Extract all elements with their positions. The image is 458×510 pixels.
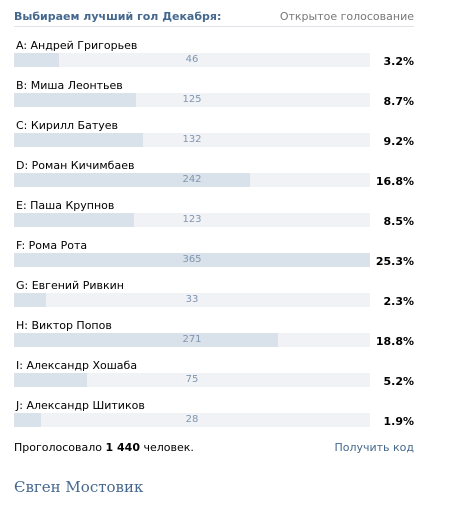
poll-header: Выбираем лучший гол Декабря: Открытое го… — [14, 0, 414, 27]
vote-bar[interactable]: 271 — [14, 333, 370, 347]
vote-bar[interactable]: 365 — [14, 253, 370, 267]
vote-count: 125 — [182, 94, 202, 105]
vote-percent: 8.5% — [383, 215, 414, 228]
total-voters: Проголосовало 1 440 человек. — [14, 441, 194, 454]
option-label: B: Миша Леонтьев — [16, 79, 123, 92]
vote-bar[interactable]: 33 — [14, 293, 370, 307]
poll-option[interactable]: I: Александр Хошаба 75 5.2% — [14, 359, 414, 399]
poll-widget: Выбираем лучший гол Декабря: Открытое го… — [14, 0, 414, 461]
vote-bar-fill — [14, 53, 59, 67]
vote-bar[interactable]: 132 — [14, 133, 370, 147]
option-label: C: Кирилл Батуев — [16, 119, 118, 132]
vote-bar-fill — [14, 173, 251, 187]
vote-percent: 3.2% — [383, 55, 414, 68]
vote-count: 242 — [182, 174, 202, 185]
option-label: A: Андрей Григорьев — [16, 39, 138, 52]
poll-title: Выбираем лучший гол Декабря: — [14, 10, 222, 23]
vote-bar[interactable]: 125 — [14, 93, 370, 107]
poll-option[interactable]: D: Роман Кичимбаев 242 16.8% — [14, 159, 414, 199]
vote-bar[interactable]: 46 — [14, 53, 370, 67]
vote-bar[interactable]: 75 — [14, 373, 370, 387]
total-voters-count: 1 440 — [105, 441, 140, 454]
vote-bar-fill — [14, 333, 279, 347]
author-signature[interactable]: Євген Мостовик — [14, 478, 144, 496]
vote-bar[interactable]: 242 — [14, 173, 370, 187]
poll-option[interactable]: J: Александр Шитиков 28 1.9% — [14, 399, 414, 439]
poll-option[interactable]: C: Кирилл Батуев 132 9.2% — [14, 119, 414, 159]
option-label: G: Евгений Ривкин — [16, 279, 124, 292]
vote-percent: 9.2% — [383, 135, 414, 148]
poll-option[interactable]: H: Виктор Попов 271 18.8% — [14, 319, 414, 359]
poll-option[interactable]: A: Андрей Григорьев 46 3.2% — [14, 39, 414, 79]
vote-count: 123 — [182, 214, 202, 225]
vote-bar-fill — [14, 213, 134, 227]
vote-count: 271 — [182, 334, 202, 345]
option-label: E: Паша Крупнов — [16, 199, 115, 212]
total-voters-suffix: человек. — [143, 441, 194, 454]
vote-percent: 2.3% — [383, 295, 414, 308]
vote-count: 75 — [185, 374, 199, 385]
get-code-link[interactable]: Получить код — [334, 441, 414, 454]
vote-count: 132 — [182, 134, 202, 145]
option-label: I: Александр Хошаба — [16, 359, 138, 372]
vote-bar-fill — [14, 253, 370, 267]
vote-bar[interactable]: 123 — [14, 213, 370, 227]
vote-count: 46 — [185, 54, 199, 65]
vote-count: 365 — [182, 254, 202, 265]
vote-percent: 5.2% — [383, 375, 414, 388]
vote-percent: 8.7% — [383, 95, 414, 108]
option-label: F: Рома Рота — [16, 239, 88, 252]
vote-percent: 1.9% — [383, 415, 414, 428]
poll-option[interactable]: B: Миша Леонтьев 125 8.7% — [14, 79, 414, 119]
option-label: J: Александр Шитиков — [16, 399, 145, 412]
vote-bar-fill — [14, 133, 143, 147]
vote-percent: 16.8% — [375, 175, 414, 188]
poll-option[interactable]: E: Паша Крупнов 123 8.5% — [14, 199, 414, 239]
option-label: D: Роман Кичимбаев — [16, 159, 135, 172]
option-label: H: Виктор Попов — [16, 319, 112, 332]
total-voters-prefix: Проголосовало — [14, 441, 103, 454]
vote-percent: 25.3% — [375, 255, 414, 268]
vote-percent: 18.8% — [375, 335, 414, 348]
vote-bar-fill — [14, 293, 47, 307]
vote-bar-fill — [14, 373, 87, 387]
vote-count: 33 — [185, 294, 199, 305]
vote-bar[interactable]: 28 — [14, 413, 370, 427]
vote-bar-fill — [14, 93, 136, 107]
poll-option[interactable]: G: Евгений Ривкин 33 2.3% — [14, 279, 414, 319]
poll-footer: Проголосовало 1 440 человек. Получить ко… — [14, 441, 414, 461]
poll-option[interactable]: F: Рома Рота 365 25.3% — [14, 239, 414, 279]
poll-options: A: Андрей Григорьев 46 3.2% B: Миша Леон… — [14, 39, 414, 439]
vote-count: 28 — [185, 414, 199, 425]
vote-bar-fill — [14, 413, 42, 427]
poll-type-label: Открытое голосование — [279, 10, 414, 23]
